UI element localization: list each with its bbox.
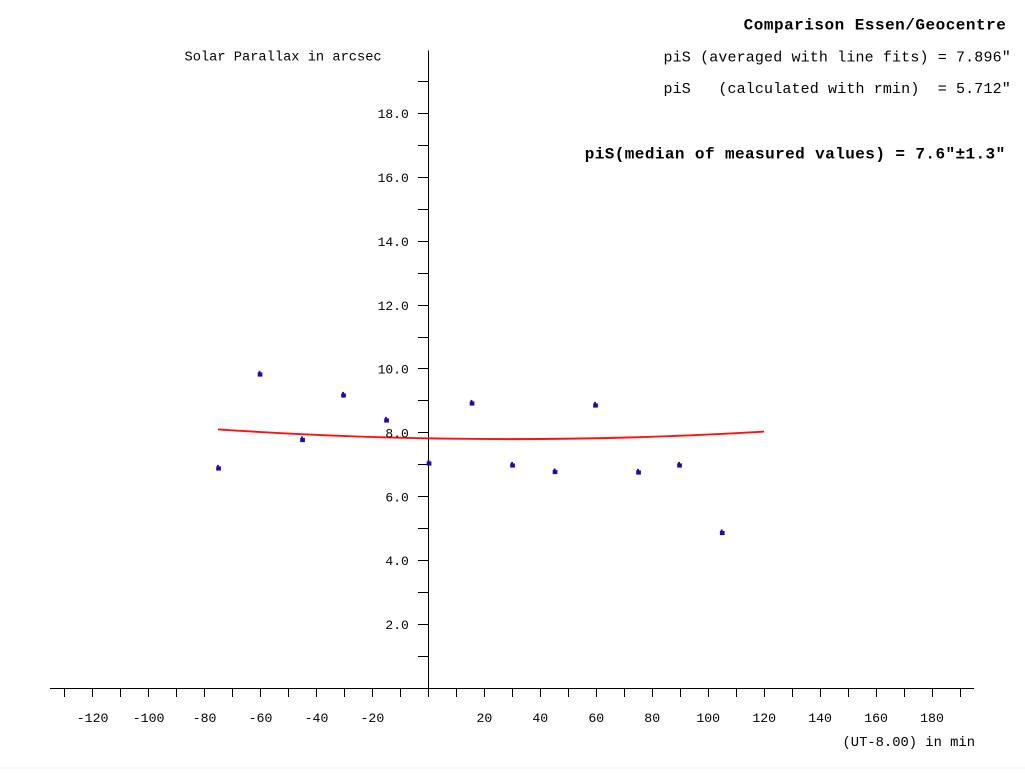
svg-text:2.0: 2.0 bbox=[385, 618, 408, 633]
svg-text:100: 100 bbox=[696, 711, 720, 726]
svg-text:160: 160 bbox=[864, 711, 888, 726]
svg-text:18.0: 18.0 bbox=[378, 107, 409, 122]
svg-text:-20: -20 bbox=[361, 711, 385, 726]
svg-text:14.0: 14.0 bbox=[378, 235, 409, 250]
svg-text:-80: -80 bbox=[193, 711, 217, 726]
svg-text:piS (calculated with rmin): piS (calculated with rmin) = 5.712" bbox=[664, 81, 1011, 98]
svg-text:12.0: 12.0 bbox=[378, 299, 409, 314]
svg-text:180: 180 bbox=[920, 711, 944, 726]
svg-text:6.0: 6.0 bbox=[385, 490, 408, 505]
svg-text:-40: -40 bbox=[305, 711, 329, 726]
svg-text:120: 120 bbox=[752, 711, 776, 726]
svg-text:-120: -120 bbox=[77, 711, 109, 726]
svg-text:-100: -100 bbox=[133, 711, 165, 726]
svg-text:(UT-8.00) in min: (UT-8.00) in min bbox=[843, 735, 975, 751]
svg-text:80: 80 bbox=[644, 711, 660, 726]
svg-text:-60: -60 bbox=[249, 711, 273, 726]
svg-text:40: 40 bbox=[532, 711, 548, 726]
svg-text:Comparison Essen/Geocentre: Comparison Essen/Geocentre bbox=[744, 17, 1007, 35]
svg-text:20: 20 bbox=[476, 711, 492, 726]
svg-text:piS(median of measured values): piS(median of measured values) = 7.6"±1.… bbox=[585, 145, 1006, 163]
svg-text:60: 60 bbox=[588, 711, 604, 726]
svg-text:4.0: 4.0 bbox=[385, 554, 408, 569]
svg-text:140: 140 bbox=[808, 711, 832, 726]
svg-text:8.0: 8.0 bbox=[385, 426, 408, 441]
svg-text:piS (averaged with line fits): piS (averaged with line fits) = 7.896" bbox=[664, 49, 1011, 66]
svg-text:16.0: 16.0 bbox=[378, 171, 409, 186]
svg-text:10.0: 10.0 bbox=[378, 363, 409, 378]
svg-text:Solar Parallax in arcsec: Solar Parallax in arcsec bbox=[185, 51, 382, 66]
